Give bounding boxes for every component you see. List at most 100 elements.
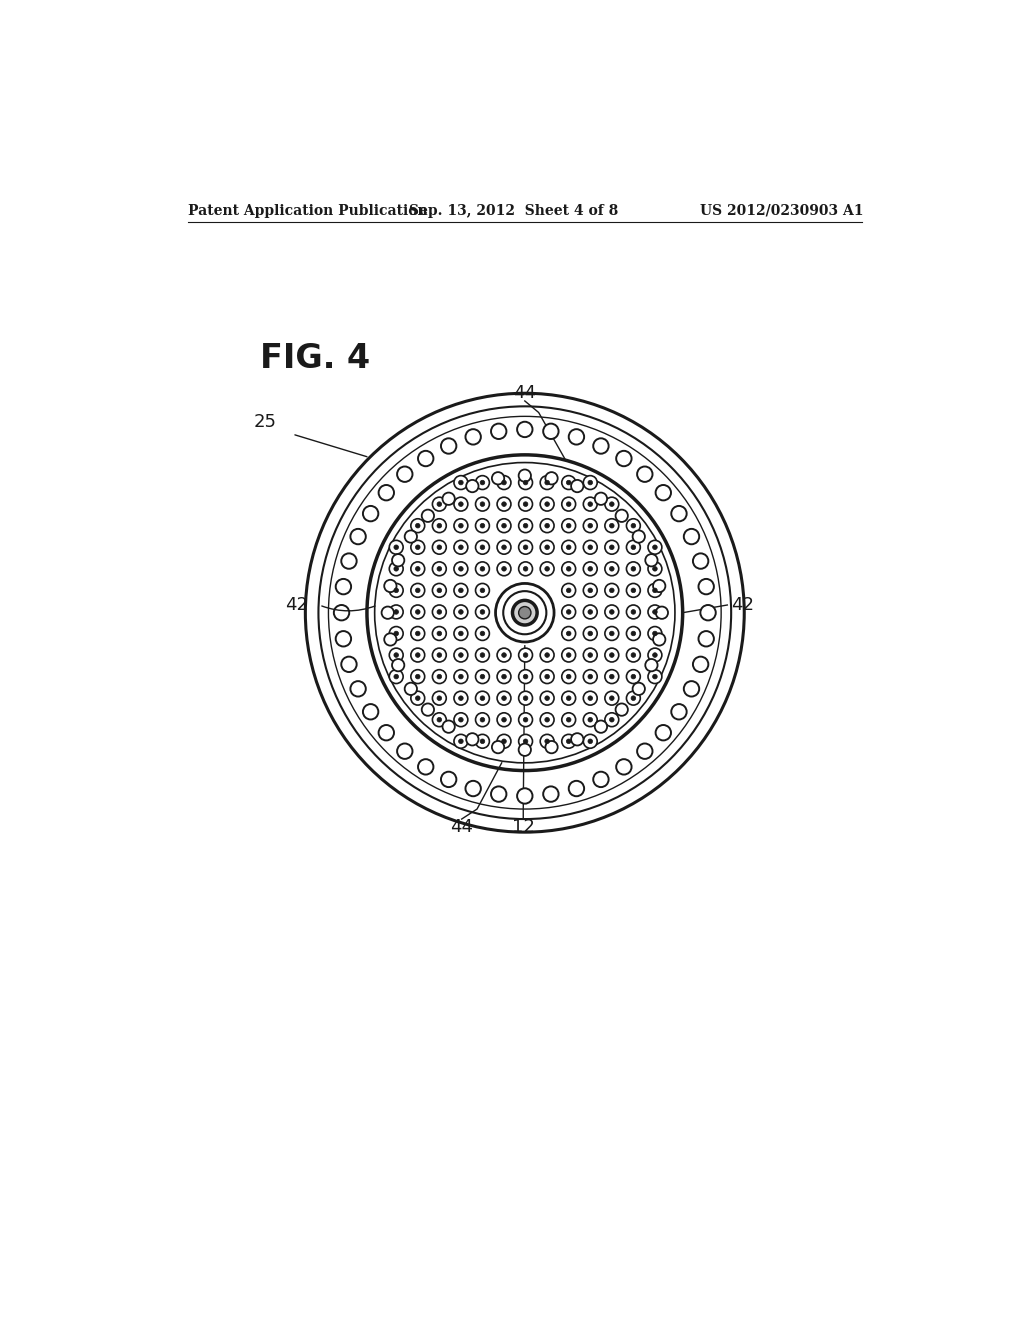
Circle shape [454,540,468,554]
Circle shape [541,669,554,684]
Circle shape [541,519,554,532]
Circle shape [645,659,657,672]
Circle shape [648,562,662,576]
Circle shape [492,473,504,484]
Circle shape [566,545,571,549]
Circle shape [541,562,554,576]
Circle shape [609,524,614,528]
Circle shape [605,669,618,684]
Circle shape [397,466,413,482]
Circle shape [454,475,468,490]
Text: 25: 25 [254,413,276,430]
Circle shape [411,669,425,684]
Circle shape [631,566,636,572]
Circle shape [523,502,528,507]
Circle shape [588,545,593,549]
Circle shape [655,607,668,619]
Circle shape [609,566,614,572]
Circle shape [609,545,614,549]
Circle shape [497,540,511,554]
Circle shape [394,631,398,636]
Circle shape [454,562,468,576]
Circle shape [411,605,425,619]
Circle shape [518,562,532,576]
Circle shape [615,510,628,521]
Circle shape [518,607,531,619]
Circle shape [411,692,425,705]
Circle shape [437,653,441,657]
Circle shape [384,579,396,593]
Circle shape [475,562,489,576]
Circle shape [350,681,366,697]
Circle shape [566,739,571,743]
Circle shape [518,743,531,756]
Circle shape [652,589,657,593]
Circle shape [645,554,657,566]
Circle shape [341,656,356,672]
Circle shape [422,510,434,521]
Circle shape [502,545,506,549]
Circle shape [652,545,657,549]
Circle shape [336,579,351,594]
Circle shape [480,589,484,593]
Circle shape [492,424,507,440]
Circle shape [584,475,597,490]
Circle shape [394,653,398,657]
Circle shape [466,733,478,746]
Circle shape [700,605,716,620]
Circle shape [605,648,618,663]
Circle shape [418,451,433,466]
Circle shape [432,648,446,663]
Circle shape [480,653,484,657]
Circle shape [588,696,593,701]
Circle shape [502,566,506,572]
Circle shape [497,475,511,490]
Circle shape [693,553,709,569]
Circle shape [566,631,571,636]
Circle shape [698,579,714,594]
Circle shape [631,610,636,614]
Circle shape [631,675,636,678]
Circle shape [571,733,584,746]
Circle shape [432,692,446,705]
Circle shape [497,519,511,532]
Circle shape [341,553,356,569]
Circle shape [545,739,550,743]
Circle shape [362,506,378,521]
Circle shape [633,531,645,543]
Circle shape [652,675,657,678]
Circle shape [684,529,699,544]
Circle shape [475,692,489,705]
Circle shape [615,704,628,715]
Circle shape [459,545,463,549]
Circle shape [523,566,528,572]
Circle shape [394,566,398,572]
Circle shape [518,648,532,663]
Circle shape [523,653,528,657]
Circle shape [441,438,457,454]
Circle shape [432,669,446,684]
Circle shape [416,566,420,572]
Circle shape [562,583,575,597]
Circle shape [541,475,554,490]
Circle shape [566,718,571,722]
Circle shape [502,502,506,507]
Circle shape [648,627,662,640]
Circle shape [627,605,640,619]
Text: 44: 44 [451,818,473,836]
Circle shape [432,498,446,511]
Circle shape [605,498,618,511]
Circle shape [454,713,468,726]
Circle shape [648,540,662,554]
Circle shape [497,498,511,511]
Circle shape [631,653,636,657]
Circle shape [631,524,636,528]
Circle shape [480,545,484,549]
Circle shape [523,545,528,549]
Circle shape [562,562,575,576]
Circle shape [562,540,575,554]
Circle shape [454,734,468,748]
Circle shape [541,692,554,705]
Circle shape [605,713,618,726]
Circle shape [588,653,593,657]
